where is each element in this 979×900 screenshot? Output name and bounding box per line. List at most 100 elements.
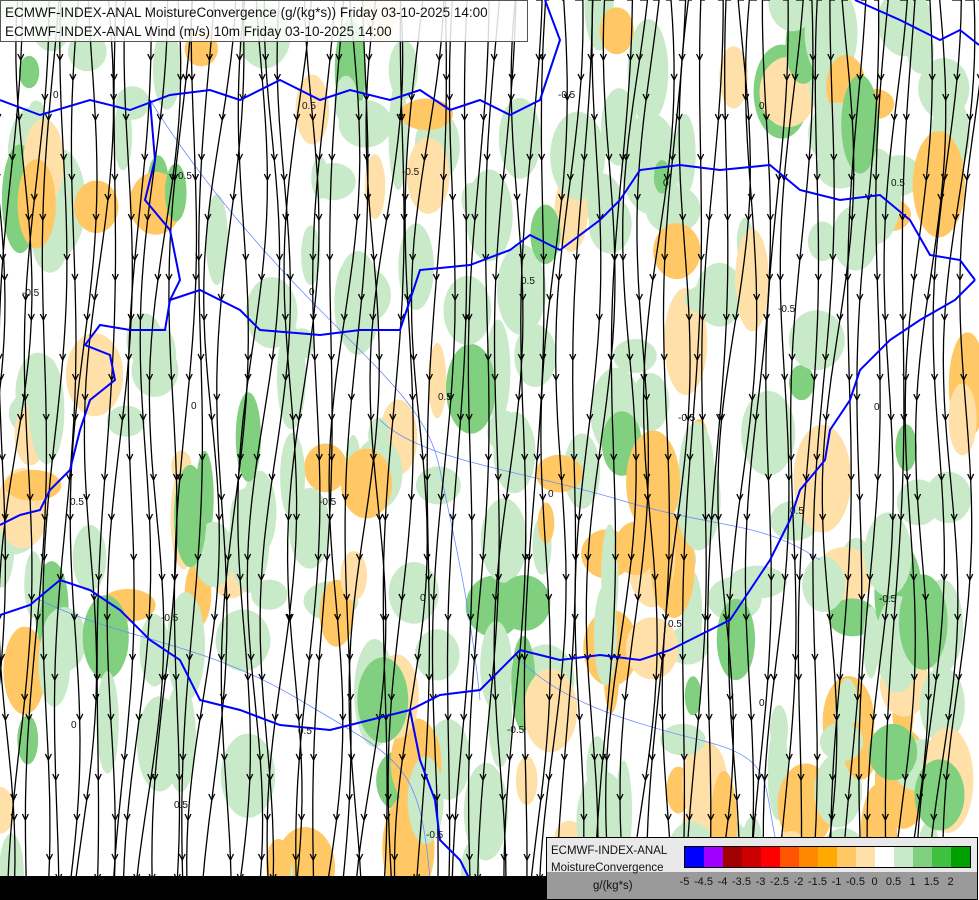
streamline-arrow [284,513,292,522]
streamline-arrow [844,273,852,282]
streamline-arrow [315,153,323,162]
streamline-arrow [805,153,813,162]
streamline-arrow [855,773,863,782]
streamline [295,0,336,881]
streamline [202,0,245,881]
convergence-area [38,620,71,707]
streamline-arrow [21,393,29,402]
streamline-arrow [92,693,100,702]
convergence-area [428,342,447,419]
streamline-arrow [930,373,939,382]
streamline-arrow [853,693,861,702]
streamline-arrow [866,573,874,582]
streamline-arrow [552,373,560,382]
streamline-arrow [420,153,429,162]
streamline-arrow [942,93,950,102]
streamline-arrow [460,113,469,122]
streamline-arrow [171,173,179,182]
streamline-arrow [910,673,918,682]
streamline-arrow [626,53,635,62]
streamline-arrow [217,653,226,662]
streamline-arrow [696,53,704,62]
streamline-arrow [899,313,907,322]
legend-swatch [704,847,723,867]
contour-label: -0.5 [22,288,40,299]
streamline-arrow [580,813,588,822]
streamline-arrow [539,353,547,362]
streamline-arrow [398,113,406,122]
streamline [393,0,445,881]
river [149,99,481,701]
convergence-area [4,469,62,501]
streamline-arrow [707,813,715,822]
convergence-area [235,392,262,482]
streamline-arrow [562,573,570,582]
streamline-arrow [673,513,681,522]
streamline-arrow [811,653,819,662]
convergence-area [918,58,970,119]
streamline [266,0,313,881]
streamline-arrow [924,693,933,702]
streamline-arrow [387,693,396,702]
streamline-arrow [261,53,270,62]
streamline-arrow [881,813,889,822]
legend-swatch [894,847,913,867]
streamline-arrow [767,573,775,582]
streamline-arrow [111,853,119,862]
streamline-arrow [508,73,516,82]
streamline-arrow [111,173,119,182]
streamline-arrow [950,513,958,522]
streamline [312,0,345,881]
streamline-arrow [327,353,336,362]
streamline [24,0,60,881]
streamline-arrow [858,593,866,602]
streamline-arrow [883,713,892,722]
title-moisture: ECMWF-INDEX-ANAL MoistureConvergence (g/… [5,5,488,20]
streamline-arrow [66,513,74,522]
streamline-arrow [627,553,635,562]
convergence-area [72,524,107,592]
streamline-arrow [546,293,554,302]
legend-tick: -1.5 [808,876,827,888]
convergence-area [631,373,670,431]
convergence-area [899,574,948,670]
streamline-arrow [192,273,200,282]
streamline-arrow [648,753,656,762]
streamline-arrow [172,473,181,482]
legend-tick: 0.5 [885,876,902,888]
streamline [707,0,731,881]
streamline-arrow [375,353,383,362]
streamline [348,0,380,881]
streamline-arrow [398,753,406,762]
streamline-arrow [45,853,54,862]
streamline-arrow [521,653,529,662]
contour-label: 0 [309,287,315,298]
streamline-arrow [419,453,427,462]
convergence-area [912,131,965,238]
convergence-area [17,159,56,249]
streamline-arrow [955,673,963,682]
streamline-arrow [914,493,922,502]
streamline-arrow [976,73,979,79]
legend-swatch [818,847,837,867]
streamline-arrow [281,313,289,322]
streamline-arrow [375,713,383,722]
streamline-arrow [343,593,351,602]
streamline-arrow [280,173,288,182]
legend-variable: MoistureConvergence [551,862,664,874]
streamline-arrow [360,813,368,822]
legend-model: ECMWF-INDEX-ANAL [551,845,668,857]
streamline-arrow [873,93,881,102]
contour-label: -0.5 [678,413,696,424]
streamline-arrow [545,593,553,602]
streamline-arrow [465,413,473,422]
streamline-arrow [587,53,595,62]
streamline-arrow [141,153,149,162]
streamline-arrow [365,53,373,62]
convergence-area [625,617,679,680]
streamline-arrow [940,173,949,182]
contour-label: 0 [53,90,59,101]
convergence-area [535,454,583,493]
convergence-area [415,629,460,681]
